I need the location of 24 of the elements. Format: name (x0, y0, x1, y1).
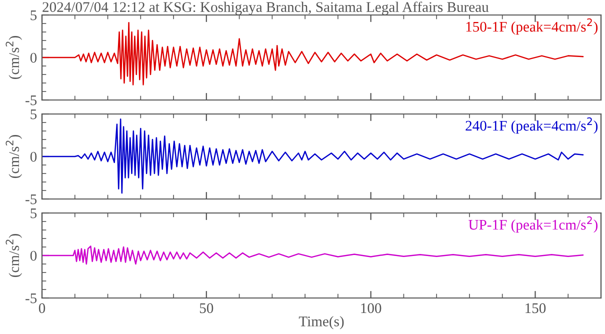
y-axis-title: (cm/s$^{2}$) (6, 234, 22, 278)
x-tick-label: 50 (200, 303, 214, 314)
x-axis-title: Time(s) (298, 316, 344, 330)
y-tick-label: 0 (30, 52, 37, 63)
y-tick-label: -5 (26, 194, 37, 204)
series-label: UP-1F (peak=1cm/s$^{2}$) (468, 216, 598, 233)
y-tick-label: -5 (26, 294, 37, 304)
x-tick-label: 150 (526, 303, 546, 314)
series-label: 150-1F (peak=4cm/s$^{2}$) (466, 18, 598, 35)
series-label: 240-1F (peak=4cm/s$^{2}$) (466, 117, 598, 134)
line-series (42, 118, 584, 194)
y-tick-label: 5 (30, 10, 37, 20)
y-tick-label: 0 (30, 152, 37, 162)
line-series (42, 22, 584, 86)
y-axis-title: (cm/s$^{2}$) (6, 135, 22, 178)
y-tick-label: 0 (30, 250, 37, 261)
y-tick-label: 5 (30, 110, 37, 120)
y-axis-title: (cm/s$^{2}$) (6, 36, 22, 80)
y-tick-label: 5 (30, 208, 37, 218)
chart-title: 2024/07/04 12:12 at KSG: Koshigaya Branch, Saitama Legal Affairs Bureau (42, 2, 489, 15)
x-tick-label: 0 (38, 303, 46, 314)
y-tick-label: -5 (26, 96, 37, 106)
line-series (42, 246, 584, 265)
x-tick-label: 100 (361, 303, 382, 314)
